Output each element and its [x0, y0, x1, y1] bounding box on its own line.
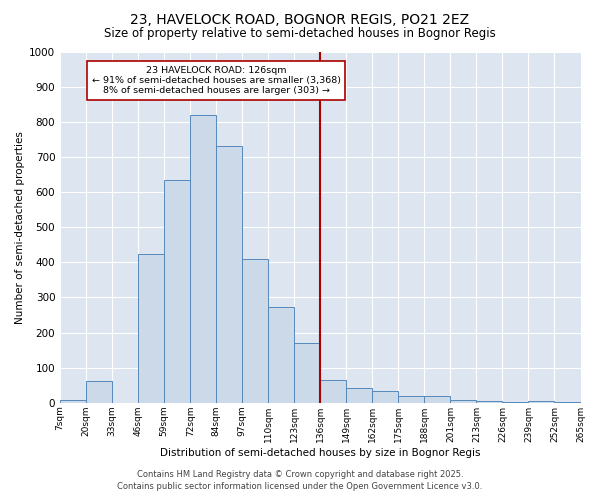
- Bar: [424, 396, 451, 403]
- Bar: [164, 180, 190, 403]
- Bar: [346, 388, 373, 403]
- Bar: [190, 114, 216, 403]
- Bar: [476, 401, 502, 403]
- Bar: [502, 402, 529, 403]
- Text: Size of property relative to semi-detached houses in Bognor Regis: Size of property relative to semi-detach…: [104, 28, 496, 40]
- Bar: [554, 402, 581, 403]
- Text: 23 HAVELOCK ROAD: 126sqm
← 91% of semi-detached houses are smaller (3,368)
8% of: 23 HAVELOCK ROAD: 126sqm ← 91% of semi-d…: [92, 66, 341, 96]
- Text: Contains HM Land Registry data © Crown copyright and database right 2025.
Contai: Contains HM Land Registry data © Crown c…: [118, 470, 482, 491]
- Text: 23, HAVELOCK ROAD, BOGNOR REGIS, PO21 2EZ: 23, HAVELOCK ROAD, BOGNOR REGIS, PO21 2E…: [130, 12, 470, 26]
- Bar: [295, 343, 320, 403]
- Bar: [320, 380, 346, 403]
- Bar: [451, 400, 476, 403]
- Bar: [529, 401, 554, 403]
- Bar: [268, 307, 295, 403]
- Bar: [216, 146, 242, 403]
- Bar: [398, 396, 424, 403]
- Y-axis label: Number of semi-detached properties: Number of semi-detached properties: [15, 130, 25, 324]
- Bar: [373, 391, 398, 403]
- Bar: [86, 380, 112, 403]
- X-axis label: Distribution of semi-detached houses by size in Bognor Regis: Distribution of semi-detached houses by …: [160, 448, 481, 458]
- Bar: [138, 254, 164, 403]
- Bar: [242, 260, 268, 403]
- Bar: [60, 400, 86, 403]
